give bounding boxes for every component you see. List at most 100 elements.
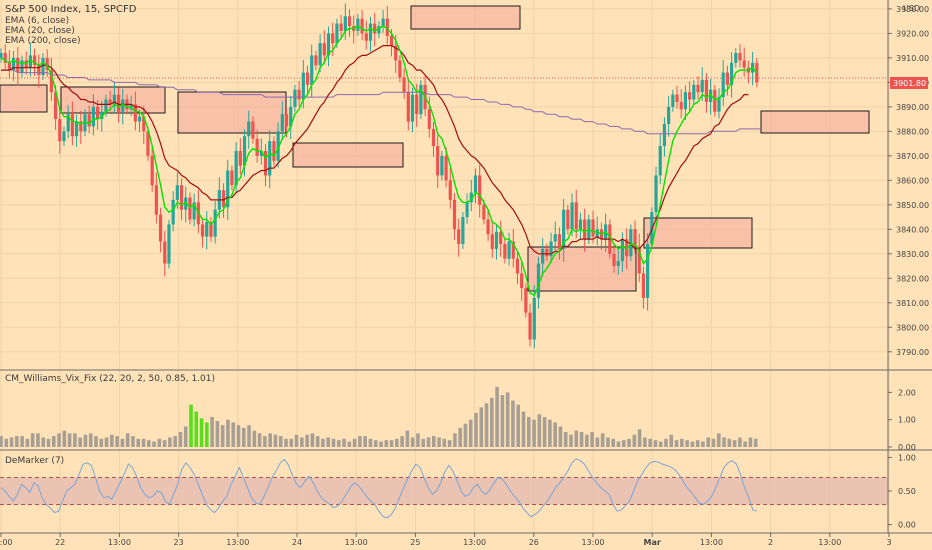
vix-fix-bar xyxy=(748,437,753,447)
candle-body xyxy=(520,273,524,289)
candle-body xyxy=(721,72,725,98)
candle-body xyxy=(58,119,62,142)
vix-fix-bar xyxy=(468,419,473,447)
candle-body xyxy=(700,79,704,93)
candle-body xyxy=(137,116,142,122)
candle-body xyxy=(251,121,255,139)
vix-fix-bar xyxy=(115,436,119,447)
vix-fix-bar xyxy=(41,437,46,447)
candle-body xyxy=(549,241,553,257)
candle-body xyxy=(406,92,410,122)
candle-body xyxy=(465,202,469,218)
vix-fix-bar xyxy=(300,437,304,447)
candle-body xyxy=(709,89,713,102)
candle-body xyxy=(133,104,137,122)
candle-body xyxy=(595,229,599,237)
candle-body xyxy=(171,199,175,225)
candle-body xyxy=(209,221,213,237)
candle-body xyxy=(368,23,373,41)
candle-body xyxy=(578,219,583,230)
candle-body xyxy=(343,16,347,31)
vix-fix-bar xyxy=(669,434,674,447)
candle-body xyxy=(45,57,49,71)
price-tick-label: 3910.00 xyxy=(896,54,929,63)
candle-body xyxy=(725,72,730,85)
vix-fix-bar xyxy=(358,436,362,447)
candle-body xyxy=(557,234,562,249)
vix-fix-bar xyxy=(336,440,341,447)
candle-body xyxy=(158,214,163,242)
candle-body xyxy=(620,239,625,262)
candle-body xyxy=(373,23,377,34)
supply-demand-zone xyxy=(643,217,753,249)
vix-fix-bar xyxy=(379,441,383,447)
vix-fix-bar xyxy=(474,412,478,447)
vix-fix-bar xyxy=(553,422,557,447)
vix-fix-bar xyxy=(706,437,711,447)
supply-demand-zone xyxy=(292,142,404,168)
vix-fix-bar xyxy=(146,440,151,447)
candle-body xyxy=(436,146,440,176)
vix-fix-bar xyxy=(73,433,77,447)
ema6-line xyxy=(0,25,758,297)
candle-body xyxy=(448,180,452,200)
vix-fix-bar xyxy=(326,437,331,447)
vix-fix-bar xyxy=(347,441,352,447)
candle-body xyxy=(377,26,381,34)
candle-body xyxy=(633,229,637,247)
candle-body xyxy=(389,35,394,46)
vix-fix-bar xyxy=(511,400,515,447)
vix-fix-bar xyxy=(15,436,19,447)
vix-fix-bar xyxy=(627,438,631,447)
candle-body xyxy=(667,106,671,124)
candles[interactable] xyxy=(0,3,759,349)
candle-body xyxy=(347,16,352,27)
demarker-tick-label: 0.00 xyxy=(898,521,916,530)
candle-body xyxy=(364,33,368,41)
candle-body xyxy=(104,99,108,112)
vix-fix-bar xyxy=(9,437,14,447)
vix-fix-bar xyxy=(637,429,642,447)
candle-body xyxy=(566,209,570,230)
vix-fix-bar xyxy=(479,407,484,447)
vix-fix-bar xyxy=(310,433,315,447)
candle-body xyxy=(654,175,658,213)
candle-body xyxy=(11,57,16,71)
price-tick-label: 3890.00 xyxy=(896,103,929,112)
vix-fix-bar xyxy=(368,438,373,447)
vix-fix-bar xyxy=(632,434,637,447)
candle-body xyxy=(259,150,263,156)
candle-body xyxy=(167,224,171,264)
vix-fix-bar xyxy=(680,438,684,447)
candle-body xyxy=(108,99,112,105)
vix-fix-bar xyxy=(400,436,404,447)
candle-body xyxy=(591,219,595,237)
candle-body xyxy=(381,18,385,27)
candle-body xyxy=(637,246,641,274)
vix-fix-bar xyxy=(278,436,283,447)
candle-body xyxy=(28,55,32,68)
vix-fix-bar xyxy=(600,433,605,447)
candle-body xyxy=(230,170,234,186)
last-price-badge xyxy=(890,77,928,89)
candle-body xyxy=(398,60,402,78)
vix-fix-bar xyxy=(743,441,747,447)
candle-body xyxy=(255,138,259,156)
price-tick-label: 3860.00 xyxy=(896,176,929,185)
candle-body xyxy=(184,197,188,210)
vix-fix-bar xyxy=(516,404,521,447)
vix-fix-bar xyxy=(537,414,542,447)
vix-fix-title: CM_Williams_Vix_Fix (22, 20, 2, 50, 0.85… xyxy=(5,374,215,384)
vix-fix-bar xyxy=(410,437,415,447)
candle-body xyxy=(318,43,322,66)
candle-body xyxy=(0,52,3,58)
candle-body xyxy=(53,92,58,120)
time-tick-label: 13:00 xyxy=(226,538,249,547)
candle-body xyxy=(457,229,461,244)
candle-body xyxy=(146,131,150,156)
candle-body xyxy=(360,18,364,34)
vix-fix-bar xyxy=(331,438,336,447)
time-tick-label: 13:00 xyxy=(581,538,604,547)
